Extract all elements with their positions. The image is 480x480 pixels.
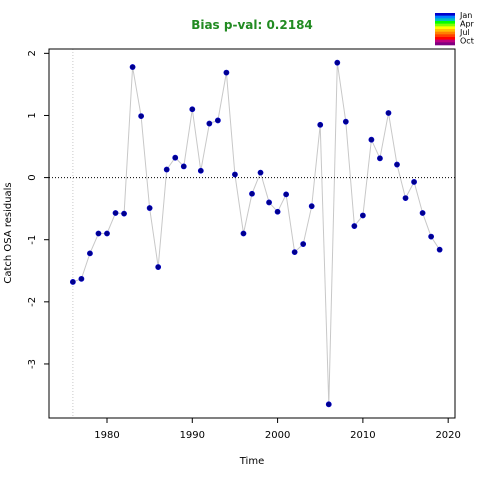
- data-point: [78, 275, 85, 282]
- data-point: [266, 199, 272, 206]
- data-point: [394, 161, 400, 168]
- data-point: [155, 264, 162, 270]
- data-point: [104, 230, 110, 237]
- y-tick-label: 1: [27, 112, 38, 118]
- legend-color-swatch: [435, 26, 455, 30]
- chart-title: Bias p-val: 0.2184: [191, 18, 313, 32]
- data-point: [189, 106, 196, 113]
- x-tick-label: 1980: [94, 430, 119, 441]
- x-tick-label: 1990: [180, 430, 205, 441]
- data-point: [146, 205, 153, 211]
- data-points: [69, 59, 443, 408]
- data-point: [172, 154, 179, 161]
- data-point: [359, 212, 366, 219]
- x-axis: 1980 1990 2000 2010 2020: [94, 418, 461, 441]
- y-axis: -3 -2 -1 0 1 2: [27, 50, 49, 369]
- plot-frame: [48, 48, 456, 419]
- y-tick-label: -1: [27, 235, 38, 245]
- data-point: [402, 195, 409, 201]
- legend-color-swatch: [435, 23, 455, 27]
- y-tick-label: -3: [27, 359, 38, 369]
- x-axis-title: Time: [239, 456, 264, 467]
- y-tick-label: 2: [27, 50, 38, 56]
- legend-label: Apr: [460, 20, 475, 29]
- data-point: [291, 249, 298, 256]
- data-point: [325, 401, 332, 408]
- legend-color-swatch: [435, 29, 455, 32]
- data-point: [232, 171, 238, 178]
- legend-color-swatch: [435, 39, 455, 43]
- legend-color-swatch: [435, 31, 455, 35]
- data-point: [223, 69, 230, 76]
- legend-label: Jan: [459, 11, 472, 20]
- data-point: [95, 230, 102, 237]
- data-point: [385, 110, 392, 116]
- x-tick-label: 2020: [435, 430, 460, 441]
- legend-color-swatch: [435, 42, 455, 46]
- data-point: [342, 118, 349, 125]
- data-point: [87, 250, 93, 257]
- data-point: [368, 136, 375, 143]
- data-point: [180, 163, 187, 170]
- legend-color-swatch: [435, 21, 455, 24]
- data-point: [419, 210, 426, 216]
- plot-area: [48, 48, 456, 419]
- data-point: [206, 120, 213, 127]
- y-axis-title: Catch OSA residuals: [3, 182, 14, 283]
- data-point: [411, 179, 417, 185]
- data-point: [69, 279, 76, 285]
- data-point: [308, 203, 315, 210]
- data-point: [240, 230, 247, 237]
- data-point: [129, 64, 136, 70]
- data-point: [138, 113, 145, 119]
- data-point: [163, 166, 170, 173]
- data-point: [300, 241, 307, 247]
- legend-color-swatch: [435, 13, 455, 16]
- legend-color-swatch: [435, 37, 455, 40]
- y-tick-label: 0: [27, 174, 38, 180]
- x-tick-label: 2000: [265, 430, 290, 441]
- x-tick-label: 2010: [350, 430, 375, 441]
- legend-label: Jul: [459, 28, 470, 37]
- y-tick-label: -2: [27, 297, 38, 307]
- data-point: [317, 121, 324, 128]
- data-point: [214, 117, 221, 124]
- data-point: [197, 167, 204, 174]
- data-point: [249, 190, 255, 197]
- residual-line: [72, 62, 441, 405]
- data-point: [428, 233, 435, 240]
- data-point: [351, 223, 358, 229]
- legend-color-swatch: [435, 15, 455, 19]
- legend-color-swatch: [435, 34, 455, 38]
- data-point: [334, 59, 341, 66]
- series-line: [72, 62, 441, 405]
- data-point: [112, 210, 119, 216]
- data-point: [436, 246, 443, 253]
- data-point: [283, 191, 290, 198]
- legend-color-swatch: [435, 18, 455, 22]
- data-point: [274, 208, 281, 215]
- data-point: [377, 155, 383, 162]
- legend-label: Oct: [460, 37, 474, 46]
- data-point: [257, 169, 264, 176]
- data-point: [121, 210, 127, 217]
